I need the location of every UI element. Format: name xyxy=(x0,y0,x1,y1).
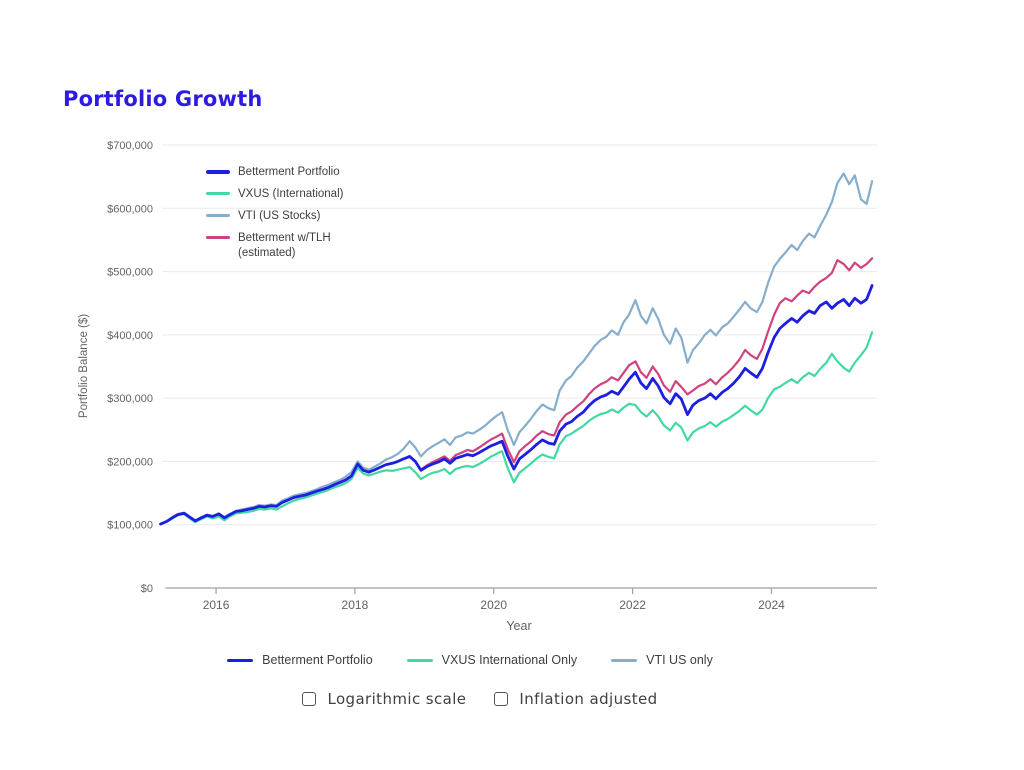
bottom-legend-item: VTI US only xyxy=(611,653,713,667)
legend-item: Betterment Portfolio xyxy=(206,165,343,180)
y-tick-label: $100,000 xyxy=(107,520,153,532)
y-tick-label: $0 xyxy=(141,583,153,595)
x-axis-title: Year xyxy=(506,619,532,633)
series-line-vxus-international xyxy=(159,331,874,526)
x-tick-label: 2020 xyxy=(480,598,507,612)
legend-swatch xyxy=(227,658,254,662)
legend-swatch xyxy=(611,658,638,662)
x-tick-label: 2022 xyxy=(619,598,646,612)
logarithmic-scale-checkbox[interactable] xyxy=(302,692,317,706)
x-tick-label: 2016 xyxy=(203,598,230,612)
legend-label: Betterment Portfolio xyxy=(262,653,373,667)
y-tick-label: $600,000 xyxy=(107,203,153,215)
inflation-adjusted-checkbox[interactable] xyxy=(494,692,509,706)
inflation-adjusted-label: Inflation adjusted xyxy=(519,690,658,708)
legend-label: Betterment Portfolio xyxy=(238,166,340,178)
legend-item: VTI (US Stocks) xyxy=(206,209,343,224)
bottom-legend-item: Betterment Portfolio xyxy=(227,653,373,667)
y-tick-label: $500,000 xyxy=(107,267,153,279)
legend-item: Betterment w/TLH (estimated) xyxy=(206,231,343,261)
y-tick-label: $700,000 xyxy=(107,140,153,152)
chart-legend: Betterment Portfolio VXUS (International)… xyxy=(206,165,343,261)
legend-item: VXUS (International) xyxy=(206,187,343,202)
series-line-betterment-portfolio xyxy=(159,284,874,526)
legend-label: VXUS (International) xyxy=(238,187,344,200)
logarithmic-scale-control[interactable]: Logarithmic scale xyxy=(302,690,466,708)
bottom-legend: Betterment Portfolio VXUS International O… xyxy=(0,653,940,667)
legend-swatch xyxy=(206,170,230,174)
legend-swatch xyxy=(206,235,230,240)
legend-swatch xyxy=(206,213,230,218)
series-line-betterment-w-tlh-estimated xyxy=(419,257,874,471)
legend-label: Betterment w/TLH (estimated) xyxy=(238,231,331,259)
y-tick-label: $200,000 xyxy=(107,456,153,468)
y-axis-title: Portfolio Balance ($) xyxy=(78,313,90,419)
legend-swatch xyxy=(206,191,230,196)
legend-label: VTI (US Stocks) xyxy=(238,209,321,222)
y-tick-label: $300,000 xyxy=(107,393,153,405)
x-tick-label: 2024 xyxy=(758,598,785,612)
x-tick-label: 2018 xyxy=(342,598,369,612)
legend-swatch xyxy=(406,658,433,662)
legend-label: VXUS International Only xyxy=(441,653,578,667)
inflation-adjusted-control[interactable]: Inflation adjusted xyxy=(494,690,657,708)
bottom-legend-item: VXUS International Only xyxy=(406,653,578,667)
y-tick-label: $400,000 xyxy=(107,330,153,342)
page-title: Portfolio Growth xyxy=(63,87,263,111)
logarithmic-scale-label: Logarithmic scale xyxy=(327,690,467,708)
legend-label: VTI US only xyxy=(646,653,713,667)
chart-controls: Logarithmic scale Inflation adjusted xyxy=(0,690,960,708)
